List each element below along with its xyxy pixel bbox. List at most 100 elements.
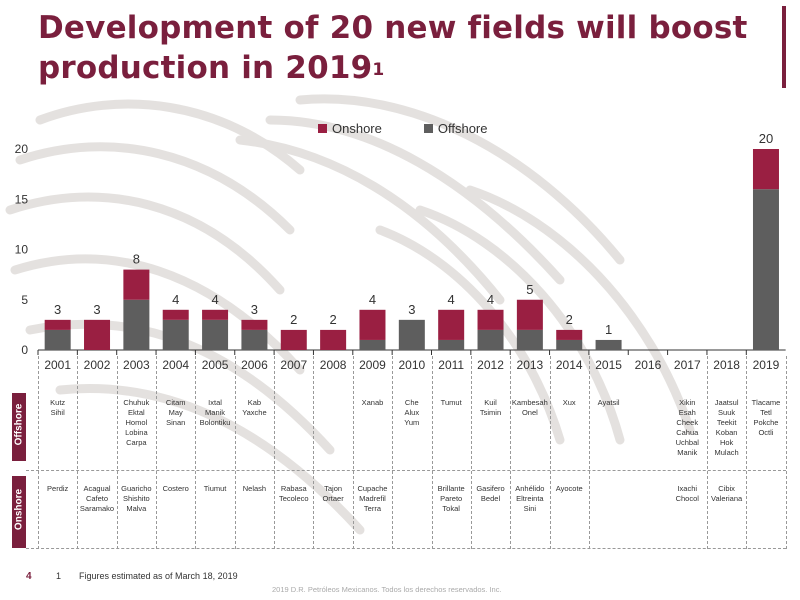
- x-category-label: 2018: [713, 358, 740, 372]
- onshore-band: Onshore: [12, 476, 26, 548]
- bar-total-label: 2: [290, 312, 297, 327]
- offshore-field-cell: Tumut: [440, 398, 462, 407]
- onshore-field-cell: Cibix Valeriana: [711, 484, 743, 503]
- column-separator: [313, 356, 315, 549]
- bar-offshore: [202, 319, 229, 350]
- bar-total-label: 3: [408, 302, 415, 317]
- legend-offshore-label: Offshore: [437, 121, 488, 136]
- bar-onshore: [162, 309, 189, 320]
- column-separator: [38, 356, 39, 549]
- bar-onshore: [438, 309, 465, 340]
- bar-total-label: 4: [369, 292, 376, 307]
- legend-onshore-swatch: [318, 124, 327, 133]
- y-tick-label: 5: [21, 293, 28, 307]
- title-line-2: production in 2019: [38, 50, 373, 86]
- bar-total-label: 20: [759, 131, 773, 146]
- legend-offshore: Offshore: [423, 121, 488, 136]
- y-tick-label: 10: [15, 243, 29, 257]
- x-category-label: 2004: [162, 358, 189, 372]
- offshore-field-cell: Ayatsil: [597, 398, 620, 407]
- onshore-band-label: Onshore: [13, 488, 25, 531]
- bar-offshore: [359, 339, 386, 350]
- column-separator: [352, 356, 354, 549]
- bar-total-label: 4: [487, 292, 494, 307]
- page-number: 4: [26, 571, 32, 582]
- legend-offshore-swatch: [423, 124, 433, 133]
- bar-onshore: [320, 329, 347, 350]
- bar-total-label: 3: [251, 302, 258, 317]
- column-separator: [706, 356, 708, 549]
- onshore-field-cell: Cupache Madrefil Terra: [357, 484, 388, 513]
- x-category-label: 2003: [123, 358, 150, 372]
- column-separator: [392, 356, 394, 549]
- bar-onshore: [359, 309, 386, 340]
- offshore-field-cell: Xanab: [361, 398, 384, 407]
- bar-onshore: [477, 309, 504, 330]
- column-separator: [588, 356, 590, 549]
- bar-onshore: [202, 309, 229, 320]
- column-separator: [274, 356, 276, 549]
- bar-offshore: [162, 319, 189, 350]
- x-category-label: 2016: [635, 358, 662, 372]
- offshore-field-cell: Kab Yaxche: [242, 398, 267, 417]
- column-separator: [431, 356, 433, 549]
- bar-onshore: [123, 269, 150, 300]
- bar-total-label: 4: [211, 292, 218, 307]
- onshore-field-cell: Tajon Ortaer: [322, 484, 344, 503]
- offshore-band: Offshore: [12, 393, 26, 461]
- bar-total-label: 5: [526, 282, 533, 297]
- bar-total-label: 2: [330, 312, 337, 327]
- bar-onshore: [241, 319, 268, 330]
- x-category-label: 2019: [753, 358, 780, 372]
- footnote-number: 1: [56, 571, 62, 581]
- column-separator: [785, 356, 787, 549]
- offshore-field-cell: Kambesah Onel: [511, 398, 548, 417]
- column-separator: [116, 356, 118, 549]
- x-category-label: 2017: [674, 358, 701, 372]
- offshore-field-cell: Xikin Esah Cheek Cahua Uchbal Manik: [675, 398, 699, 457]
- offshore-band-label: Offshore: [13, 403, 25, 446]
- column-separator: [746, 356, 748, 549]
- bar-offshore: [44, 329, 71, 350]
- y-tick-label: 20: [15, 142, 29, 156]
- offshore-field-cell: Ixtal Manik Bolontiku: [199, 398, 231, 427]
- bar-total-label: 3: [93, 302, 100, 317]
- bar-onshore: [556, 329, 583, 340]
- offshore-field-cell: Jaatsul Suuk Teekit Koban Hok Mulach: [714, 398, 739, 457]
- column-separator: [510, 356, 512, 549]
- offshore-field-cell: Che Alux Yum: [404, 398, 420, 427]
- x-category-label: 2002: [84, 358, 111, 372]
- bar-offshore: [556, 339, 583, 350]
- bar-offshore: [516, 329, 543, 350]
- offshore-field-cell: Chuhuk Ektal Homol Lobina Carpa: [123, 398, 150, 447]
- y-tick-label: 15: [15, 192, 29, 206]
- bar-total-label: 8: [133, 252, 140, 267]
- onshore-field-cell: Ayocote: [555, 484, 583, 493]
- bar-offshore: [477, 329, 504, 350]
- table-bottom-line: [26, 548, 786, 549]
- onshore-field-cell: Rabasa Tecoleco: [278, 484, 309, 503]
- onshore-field-cell: Ixachi Chocol: [675, 484, 699, 503]
- footnote-text: Figures estimated as of March 18, 2019: [79, 571, 238, 581]
- y-tick-label: 0: [21, 343, 28, 357]
- column-separator: [156, 356, 158, 549]
- offshore-field-cell: Citam May Sinan: [165, 398, 186, 427]
- chart-legend: Onshore Offshore: [318, 121, 488, 136]
- column-separator: [195, 356, 197, 549]
- x-category-label: 2006: [241, 358, 268, 372]
- bar-offshore: [241, 329, 268, 350]
- legend-onshore: Onshore: [318, 121, 382, 136]
- onshore-field-cell: Perdiz: [47, 484, 69, 493]
- x-category-label: 2013: [517, 358, 544, 372]
- x-category-label: 2005: [202, 358, 229, 372]
- bar-chart: 0510152032001320028200342004420053200622…: [15, 131, 786, 372]
- accent-bar: [782, 6, 786, 88]
- offshore-field-cell: Kuil Tsimin: [479, 398, 502, 417]
- onshore-field-cell: Guaricho Shishito Malva: [121, 484, 152, 513]
- bar-total-label: 2: [566, 312, 573, 327]
- x-category-label: 2014: [556, 358, 583, 372]
- bar-onshore: [752, 149, 779, 190]
- row-separator: [26, 470, 786, 471]
- bar-onshore: [516, 299, 543, 330]
- bar-offshore: [123, 299, 150, 350]
